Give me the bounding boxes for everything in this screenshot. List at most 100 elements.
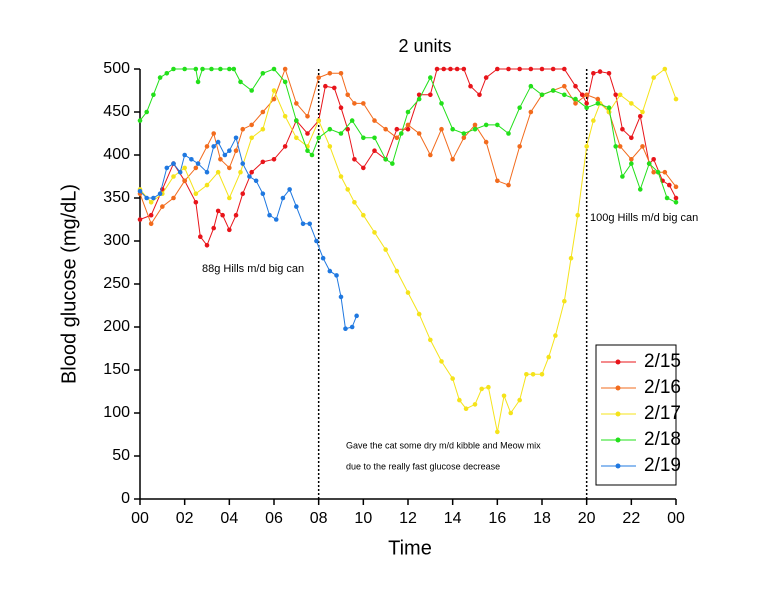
data-point [309, 152, 315, 158]
data-point [673, 195, 679, 201]
legend-marker [615, 359, 621, 365]
data-point [137, 118, 143, 123]
x-tick-label: 16 [488, 510, 506, 527]
data-point [597, 69, 603, 74]
data-point [573, 83, 578, 89]
data-point [606, 71, 612, 76]
data-point [164, 71, 170, 76]
data-point [204, 169, 210, 175]
data-point [211, 144, 216, 149]
data-point [528, 66, 534, 72]
data-point [361, 165, 366, 171]
data-point [637, 114, 643, 119]
data-point [463, 406, 469, 412]
data-point [200, 66, 205, 72]
data-point [441, 66, 447, 72]
data-point [562, 66, 567, 72]
data-point [584, 105, 589, 110]
data-point [450, 157, 455, 162]
data-point [227, 195, 232, 201]
data-point [294, 101, 299, 106]
data-point [314, 238, 319, 244]
data-point [227, 227, 232, 233]
data-point [253, 178, 259, 184]
data-point [345, 92, 351, 98]
data-point [271, 96, 277, 102]
y-tick-label: 500 [103, 60, 130, 77]
data-point [282, 114, 288, 119]
data-point [637, 187, 643, 192]
data-point [394, 268, 400, 274]
series-line [139, 68, 677, 203]
data-point [316, 135, 321, 141]
data-point [198, 234, 203, 239]
data-point [584, 144, 589, 149]
data-point [448, 66, 453, 72]
data-point [345, 126, 351, 132]
data-point [338, 105, 344, 110]
data-point [249, 122, 254, 128]
data-point [182, 66, 187, 72]
data-point [307, 221, 313, 227]
data-point [664, 195, 670, 201]
data-point [273, 217, 279, 222]
data-point [629, 135, 634, 141]
data-point [483, 75, 489, 80]
data-point [345, 187, 351, 192]
data-point [305, 148, 310, 153]
legend-marker [615, 411, 621, 417]
data-point [222, 152, 228, 158]
data-point [294, 135, 299, 141]
data-point [416, 131, 422, 136]
legend-box [595, 344, 677, 486]
data-point [562, 83, 567, 89]
data-point [472, 402, 478, 407]
data-point [655, 169, 661, 175]
data-point [193, 165, 199, 171]
data-point [182, 165, 187, 171]
data-point [204, 243, 210, 248]
data-point [323, 83, 328, 89]
legend-label: 2/18 [644, 429, 681, 450]
data-point [606, 105, 612, 110]
data-point [227, 148, 232, 153]
data-point [372, 230, 377, 235]
data-point [137, 188, 143, 194]
data-point [617, 92, 623, 98]
data-point [249, 135, 254, 141]
data-point [662, 66, 668, 72]
data-point [227, 165, 232, 171]
data-point [240, 191, 246, 196]
data-point [506, 131, 511, 136]
data-point [550, 66, 556, 72]
data-point [573, 96, 578, 102]
data-point [472, 126, 478, 132]
data-point [617, 144, 623, 149]
data-point [517, 397, 522, 403]
data-point [233, 148, 239, 153]
data-point [260, 191, 266, 196]
data-point [240, 161, 246, 166]
data-point [372, 135, 377, 141]
annotation: 100g Hills m/d big can [590, 212, 698, 224]
y-tick-label: 400 [103, 146, 130, 163]
data-point [327, 126, 333, 132]
x-tick-label: 14 [444, 510, 462, 527]
data-point [506, 182, 511, 188]
data-point [383, 126, 388, 132]
data-point [249, 169, 254, 175]
data-point [182, 152, 187, 158]
data-point [372, 118, 377, 123]
data-point [450, 376, 455, 381]
data-point [495, 66, 500, 72]
data-point [160, 204, 165, 209]
data-point [461, 131, 467, 136]
data-point [468, 83, 473, 89]
data-point [157, 191, 163, 196]
data-point [528, 83, 534, 89]
data-point [495, 178, 500, 184]
data-point [171, 66, 176, 72]
data-point [171, 174, 176, 179]
legend-label: 2/19 [644, 455, 681, 476]
